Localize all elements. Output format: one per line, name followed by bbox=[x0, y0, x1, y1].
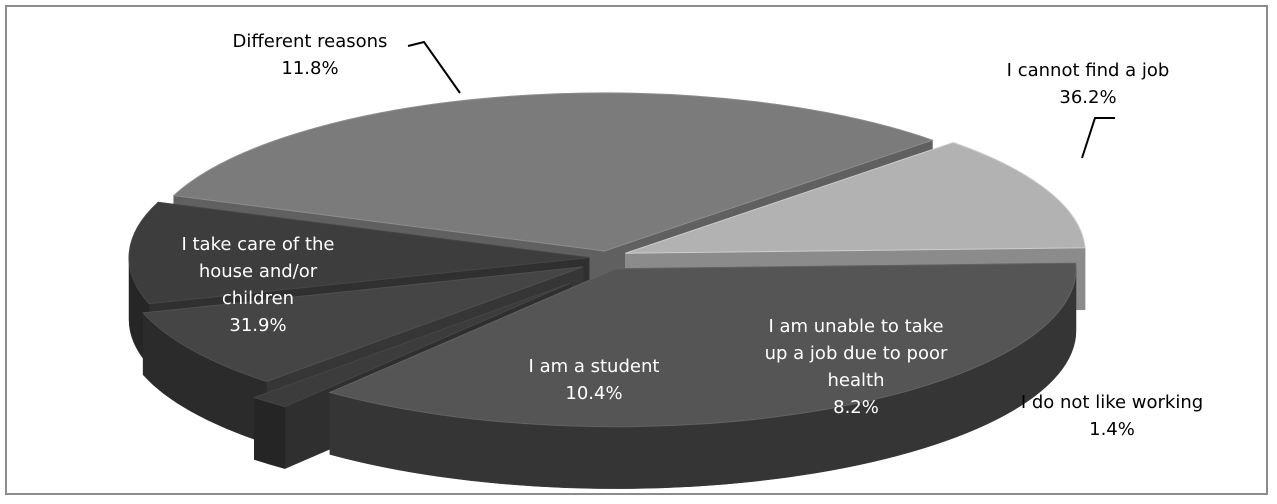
slice-value-2: 8.2% bbox=[833, 397, 879, 418]
slice-1-side-0 bbox=[254, 397, 286, 469]
pie-tops bbox=[128, 92, 1086, 428]
slice-label-2: I am unable to take up a job due to poor h… bbox=[765, 316, 948, 418]
slice-value-3: 10.4% bbox=[565, 383, 622, 404]
pie-slice-0 bbox=[328, 262, 1077, 428]
slice-label-line-0-0: I cannot find a job bbox=[1007, 60, 1170, 81]
slice-label-line-4-1: house and/or bbox=[199, 261, 318, 282]
leader-line-5 bbox=[407, 40, 461, 94]
label-leaders bbox=[407, 40, 1115, 159]
slice-label-line-2-2: health bbox=[828, 370, 885, 391]
slice-label-line-2-1: up a job due to poor bbox=[765, 343, 948, 364]
slice-label-line-4-0: I take care of the bbox=[181, 234, 334, 255]
slice-label-line-4-2: children bbox=[222, 288, 294, 309]
pie-slice-4 bbox=[172, 92, 935, 252]
pie-slice-3 bbox=[128, 201, 590, 305]
slice-labels: I cannot find a job 36.2% I do not like wo… bbox=[181, 31, 1203, 440]
slice-label-line-1-0: I do not like working bbox=[1021, 392, 1203, 413]
slice-label-3: I am a student 10.4% bbox=[529, 356, 660, 404]
slice-value-5: 11.8% bbox=[281, 58, 338, 79]
pie-slice-2 bbox=[142, 266, 584, 382]
pie-slice-5 bbox=[625, 141, 1086, 254]
pie-slice-1 bbox=[252, 282, 572, 408]
slice-label-line-3-0: I am a student bbox=[529, 356, 660, 377]
slice-value-4: 31.9% bbox=[229, 315, 286, 336]
slice-label-line-2-0: I am unable to take bbox=[768, 316, 943, 337]
slice-value-0: 36.2% bbox=[1059, 87, 1116, 108]
slice-value-1: 1.4% bbox=[1089, 419, 1135, 440]
slice-label-0: I cannot find a job 36.2% bbox=[1007, 60, 1170, 108]
slice-label-1: I do not like working 1.4% bbox=[1021, 392, 1203, 440]
slice-label-line-5-0: Different reasons bbox=[233, 31, 388, 52]
leader-line-0 bbox=[1081, 117, 1115, 159]
slice-label-4: I take care of the house and/or children 31… bbox=[181, 234, 334, 336]
slice-label-5: Different reasons 11.8% bbox=[233, 31, 388, 79]
